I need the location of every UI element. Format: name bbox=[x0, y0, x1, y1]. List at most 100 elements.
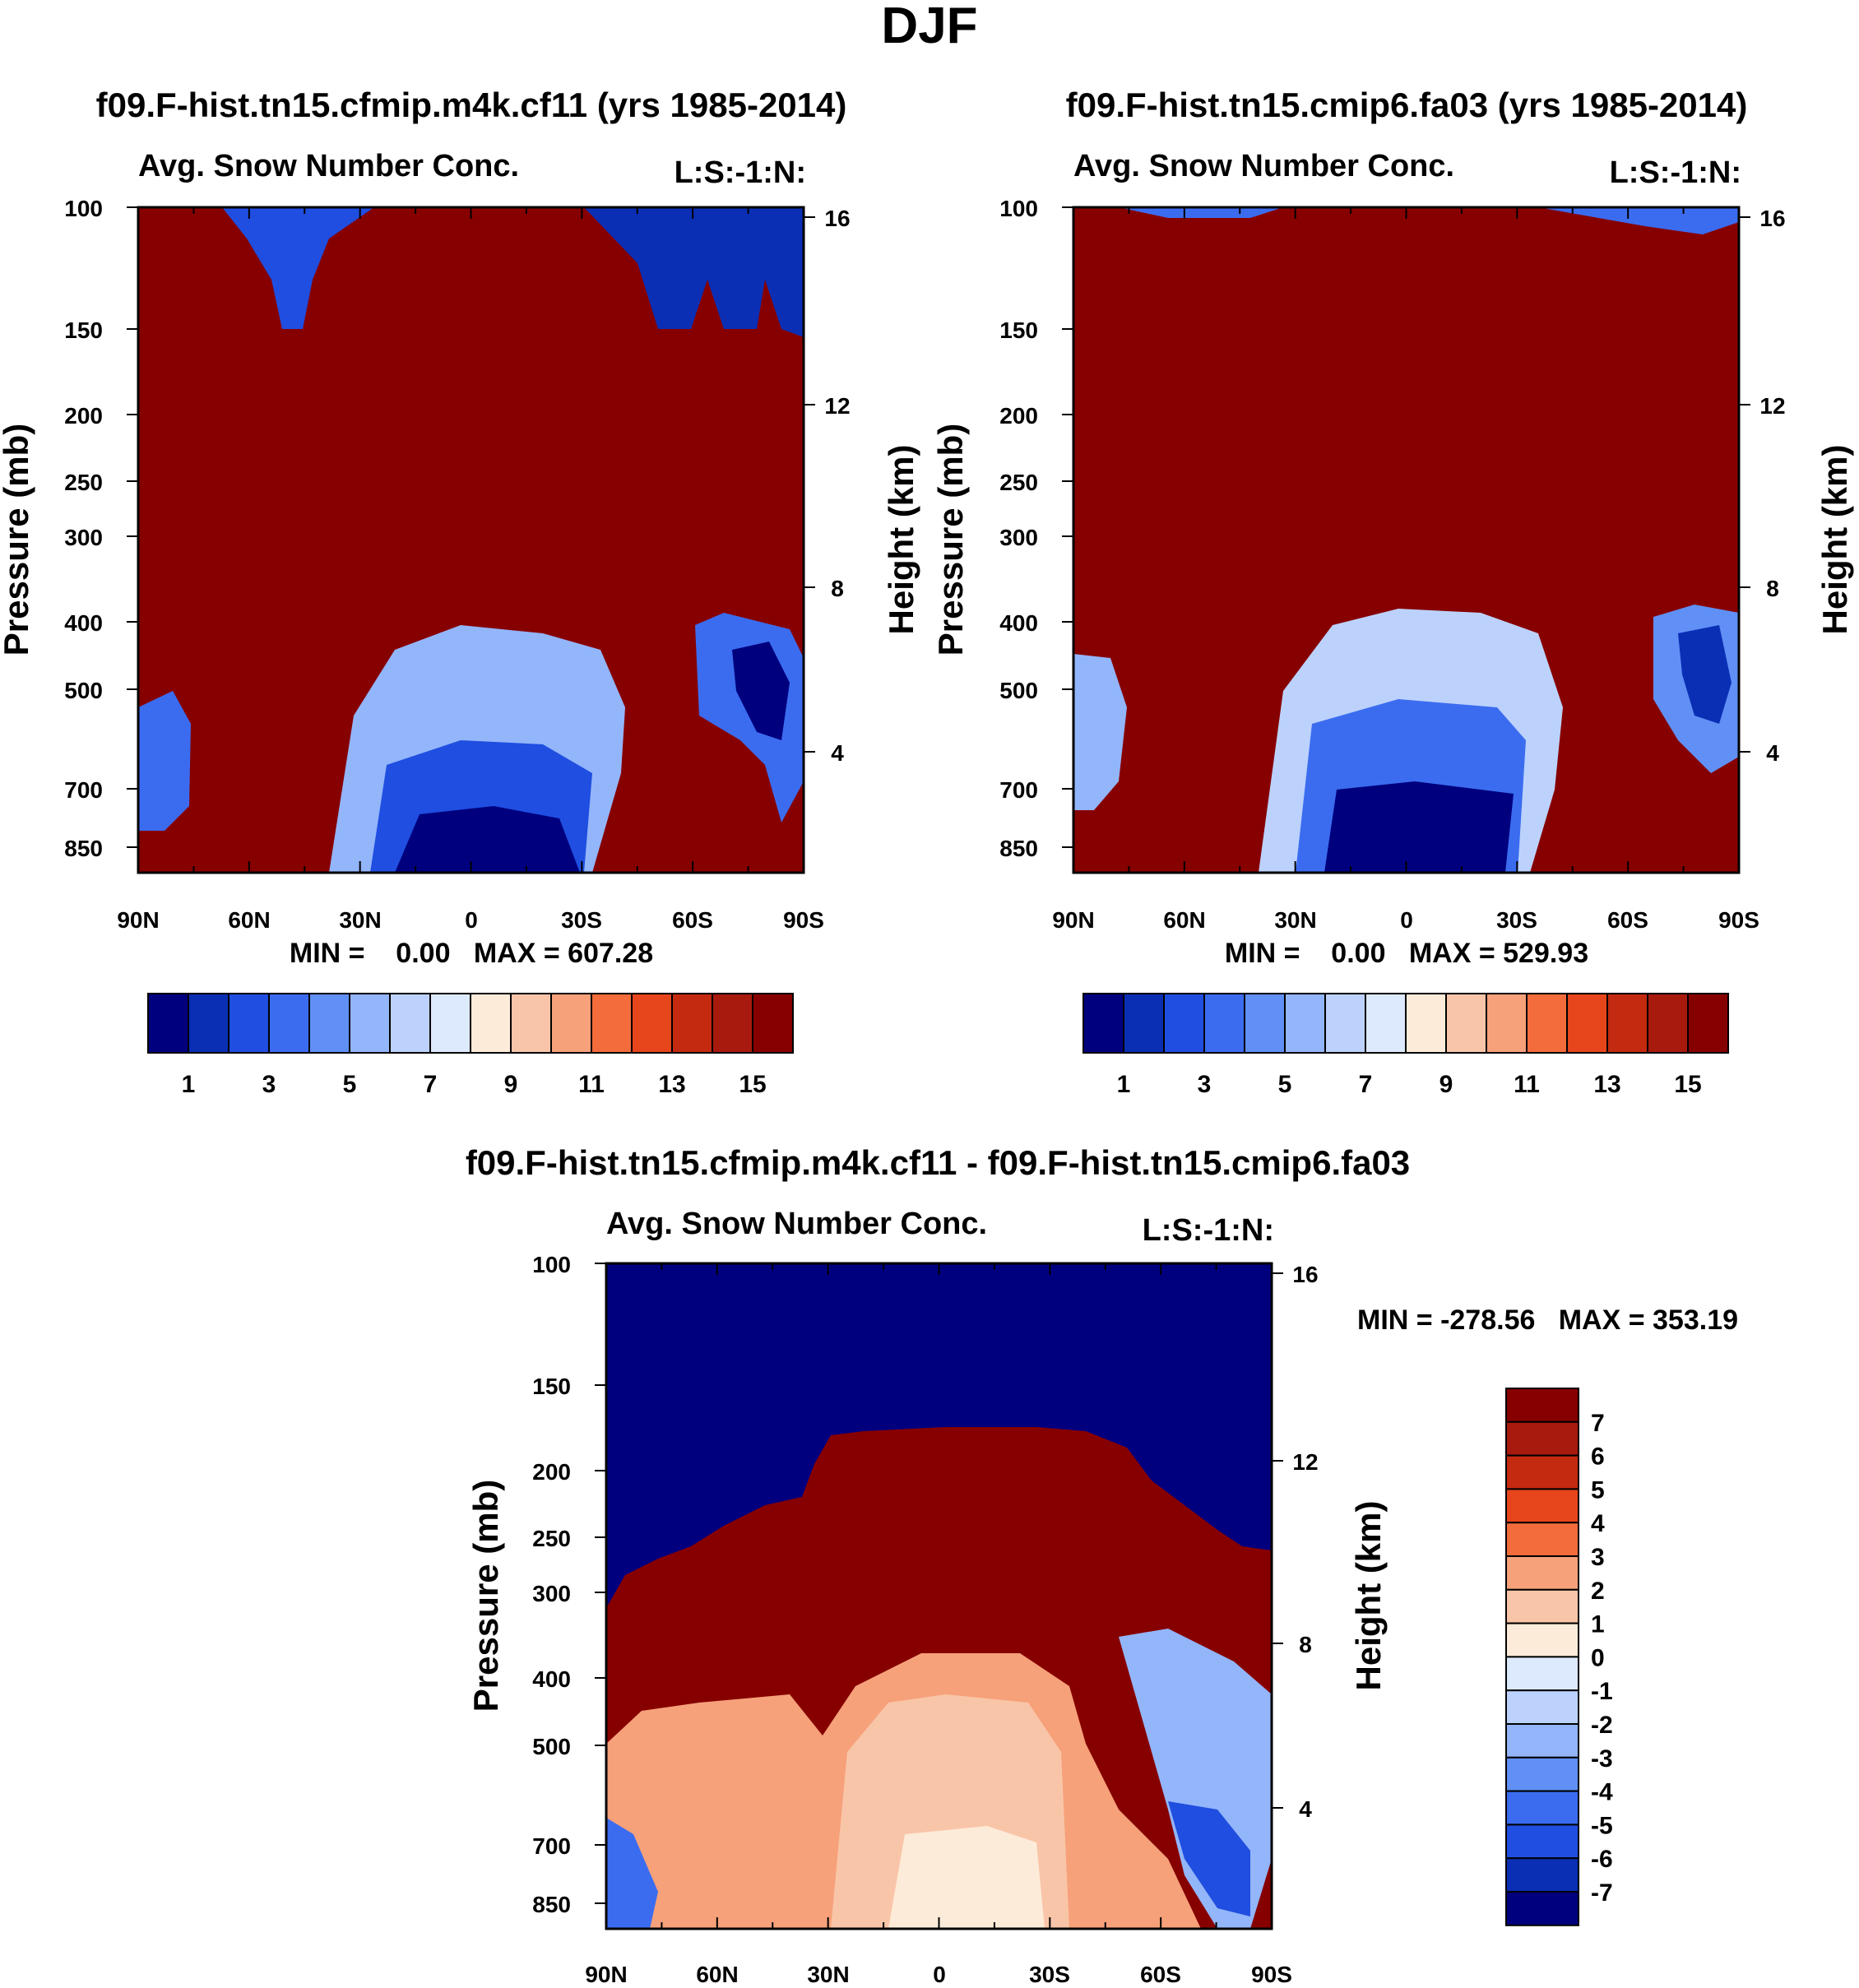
colorbar-swatch bbox=[1505, 1555, 1579, 1591]
colorbar-swatch bbox=[1486, 993, 1528, 1054]
colorbar-label: 3 bbox=[1198, 1071, 1212, 1098]
colorbar-label: 3 bbox=[1591, 1544, 1605, 1571]
x-tick-label: 60N bbox=[228, 907, 270, 933]
colorbar-swatch bbox=[1505, 1420, 1579, 1457]
colorbar-label: 1 bbox=[182, 1071, 196, 1098]
colorbar-swatch bbox=[1505, 1588, 1579, 1624]
y-tick-label: 700 bbox=[532, 1833, 571, 1859]
colorbar-label: 5 bbox=[1278, 1071, 1292, 1098]
x-tick-label: 90N bbox=[117, 907, 159, 933]
colorbar-label: -2 bbox=[1591, 1712, 1613, 1739]
colorbar-label: -3 bbox=[1591, 1745, 1613, 1773]
colorbar-swatch bbox=[349, 993, 391, 1054]
panel-2-plot-area bbox=[1072, 206, 1741, 874]
x-tick-label: 0 bbox=[465, 907, 478, 933]
panel-3: f09.F-hist.tn15.cfmip.m4k.cf11 - f09.F-h… bbox=[466, 1143, 1738, 1987]
colorbar-swatch bbox=[228, 993, 270, 1054]
panel-1: f09.F-hist.tn15.cfmip.m4k.cf11 (yrs 1985… bbox=[0, 86, 920, 1098]
y-right-tick-label: 4 bbox=[831, 740, 844, 766]
y-right-tick-label: 12 bbox=[1292, 1449, 1318, 1475]
colorbar-swatch bbox=[1405, 993, 1447, 1054]
colorbar-label: 5 bbox=[1591, 1476, 1605, 1504]
colorbar-swatch bbox=[1324, 993, 1366, 1054]
colorbar-swatch bbox=[631, 993, 673, 1054]
colorbar-swatch bbox=[1505, 1622, 1579, 1658]
x-tick-label: 60N bbox=[1163, 907, 1205, 933]
tick-marks bbox=[1062, 206, 1750, 873]
colorbar-swatch bbox=[1647, 993, 1689, 1054]
panel-2-low-left bbox=[1073, 654, 1127, 810]
panel-3-colorbar: 7 6 5 4 3 2 1 0 -1 -2 -3 -4 -5 -6 -7 bbox=[1505, 1388, 1613, 1926]
colorbar-swatch bbox=[1123, 993, 1165, 1054]
x-tick-label: 60S bbox=[1607, 907, 1648, 933]
colorbar-swatch bbox=[1566, 993, 1608, 1054]
colorbar-swatch bbox=[1505, 1488, 1579, 1524]
colorbar-label: -1 bbox=[1591, 1678, 1613, 1705]
panel-2-low-center-core bbox=[1324, 781, 1514, 873]
y-tick-label: 200 bbox=[64, 403, 103, 429]
colorbar-swatch bbox=[671, 993, 713, 1054]
y-tick-label: 850 bbox=[999, 836, 1038, 861]
y-tick-label: 300 bbox=[64, 525, 103, 550]
y-tick-label: 850 bbox=[64, 836, 103, 861]
colorbar-swatch bbox=[429, 993, 471, 1054]
y-tick-label: 200 bbox=[999, 403, 1038, 429]
y-right-tick-label: 12 bbox=[824, 393, 850, 419]
x-tick-label: 0 bbox=[933, 1962, 946, 1987]
x-tick-label: 30N bbox=[1274, 907, 1316, 933]
panel-3-subtitle-left: Avg. Snow Number Conc. bbox=[606, 1207, 987, 1241]
colorbar-swatch bbox=[1505, 1723, 1579, 1759]
colorbar-swatch bbox=[1505, 1689, 1579, 1725]
y-tick-label: 100 bbox=[64, 196, 103, 221]
y-tick-label: 400 bbox=[999, 610, 1038, 636]
colorbar-label: -7 bbox=[1591, 1879, 1613, 1907]
colorbar-swatch bbox=[1082, 993, 1124, 1054]
panel-2: f09.F-hist.tn15.cmip6.fa03 (yrs 1985-201… bbox=[931, 86, 1854, 1098]
colorbar-swatch bbox=[308, 993, 350, 1054]
y-tick-label: 500 bbox=[64, 678, 103, 703]
panel-1-low-left bbox=[138, 691, 191, 831]
colorbar-label: 4 bbox=[1591, 1510, 1605, 1537]
colorbar-label: 6 bbox=[1591, 1444, 1605, 1471]
y-right-tick-label: 4 bbox=[1299, 1796, 1312, 1822]
x-tick-label: 90N bbox=[585, 1962, 627, 1987]
colorbar-label: 9 bbox=[1439, 1071, 1453, 1098]
tick-marks bbox=[127, 206, 815, 873]
panel-1-plot-area bbox=[137, 206, 805, 874]
x-tick-label: 30S bbox=[1029, 1962, 1070, 1987]
colorbar-swatch bbox=[1284, 993, 1326, 1054]
colorbar-label: 13 bbox=[1593, 1071, 1620, 1098]
x-tick-label: 90S bbox=[1718, 907, 1759, 933]
y-tick-label: 250 bbox=[64, 470, 103, 495]
y-tick-label: 100 bbox=[532, 1252, 571, 1277]
y-right-tick-label: 8 bbox=[831, 576, 844, 601]
panel-1-low-center-core bbox=[395, 806, 580, 873]
colorbar-label: 7 bbox=[1359, 1071, 1373, 1098]
colorbar-swatch bbox=[1505, 1656, 1579, 1692]
colorbar-swatch bbox=[1606, 993, 1648, 1054]
panel-3-title: f09.F-hist.tn15.cfmip.m4k.cf11 - f09.F-h… bbox=[466, 1143, 1410, 1182]
panel-3-lower-right-core bbox=[1168, 1801, 1250, 1916]
colorbar-label: 15 bbox=[1674, 1071, 1701, 1098]
y-right-tick-label: 16 bbox=[824, 206, 850, 231]
panel-1-title: f09.F-hist.tn15.cfmip.m4k.cf11 (yrs 1985… bbox=[96, 86, 847, 124]
y-axis-label: Pressure (mb) bbox=[466, 1480, 505, 1712]
y-right-tick-label: 8 bbox=[1766, 576, 1779, 601]
x-tick-label: 30N bbox=[807, 1962, 849, 1987]
colorbar-label: -4 bbox=[1591, 1779, 1613, 1806]
figure-title: DJF bbox=[881, 0, 977, 54]
y-tick-label: 500 bbox=[532, 1734, 571, 1759]
x-tick-label: 30S bbox=[561, 907, 602, 933]
x-tick-label: 90N bbox=[1052, 907, 1094, 933]
colorbar-label: 0 bbox=[1591, 1644, 1605, 1671]
colorbar-swatch bbox=[1244, 993, 1286, 1054]
colorbar-label: 15 bbox=[739, 1071, 766, 1098]
colorbar-swatch bbox=[470, 993, 512, 1054]
panel-1-stats: MIN = 0.00 MAX = 607.28 bbox=[290, 938, 653, 969]
y-tick-label: 150 bbox=[532, 1374, 571, 1399]
colorbar-label: 11 bbox=[1514, 1071, 1540, 1098]
x-tick-label: 60S bbox=[672, 907, 713, 933]
panel-3-lower-neutral bbox=[888, 1826, 1045, 1929]
y-axis-label: Pressure (mb) bbox=[931, 424, 970, 656]
